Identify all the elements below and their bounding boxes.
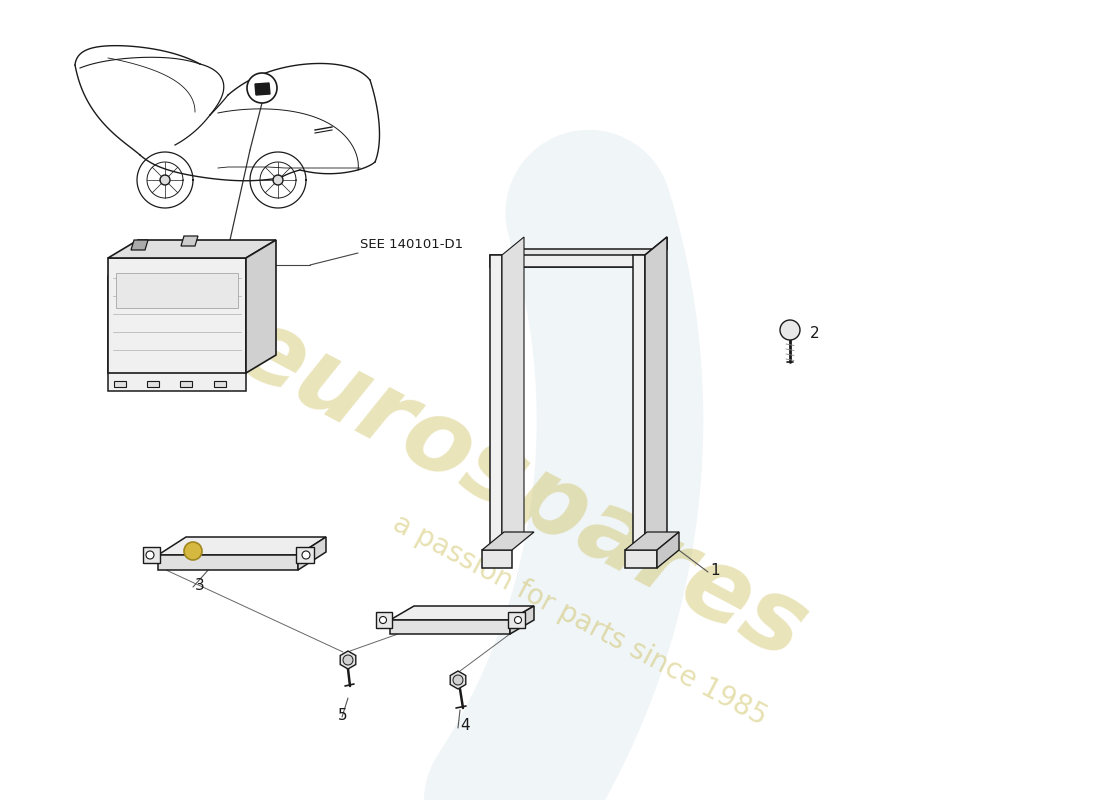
Polygon shape [131,240,149,250]
Polygon shape [246,240,276,373]
Text: 1: 1 [710,563,719,578]
Polygon shape [340,651,355,669]
Circle shape [160,175,170,185]
Text: 3: 3 [195,578,205,593]
Text: 2: 2 [810,326,820,341]
Polygon shape [108,240,276,258]
Circle shape [146,551,154,559]
Polygon shape [657,532,679,568]
Polygon shape [645,237,667,267]
Polygon shape [482,550,512,568]
Polygon shape [376,612,392,628]
Polygon shape [180,381,192,387]
Circle shape [515,617,521,623]
Circle shape [780,320,800,340]
Polygon shape [508,612,525,628]
Circle shape [343,655,353,665]
Text: 5: 5 [338,708,348,723]
Polygon shape [158,537,326,555]
Polygon shape [116,273,238,308]
Text: 4: 4 [460,718,470,733]
Polygon shape [143,547,160,563]
Circle shape [379,617,386,623]
Polygon shape [625,532,679,550]
Polygon shape [298,537,326,570]
Polygon shape [296,547,314,563]
Polygon shape [158,555,298,570]
Polygon shape [645,237,667,550]
Polygon shape [147,381,160,387]
Polygon shape [214,381,225,387]
Polygon shape [108,258,246,373]
Polygon shape [482,532,534,550]
Polygon shape [490,255,502,550]
Polygon shape [502,237,524,550]
Circle shape [302,551,310,559]
Polygon shape [510,606,534,634]
Polygon shape [490,255,645,267]
Text: a passion for parts since 1985: a passion for parts since 1985 [388,509,772,731]
Polygon shape [108,258,246,391]
Circle shape [273,175,283,185]
Polygon shape [390,620,510,634]
Text: SEE 140101-D1: SEE 140101-D1 [360,238,463,251]
Polygon shape [450,671,465,689]
Polygon shape [182,236,198,246]
Polygon shape [255,83,270,95]
Circle shape [248,73,277,103]
Polygon shape [390,606,534,620]
Circle shape [184,542,202,560]
Circle shape [453,675,463,685]
Text: eurospares: eurospares [218,298,822,682]
Polygon shape [114,381,126,387]
Polygon shape [625,550,657,568]
Polygon shape [632,255,645,550]
Polygon shape [490,249,667,267]
